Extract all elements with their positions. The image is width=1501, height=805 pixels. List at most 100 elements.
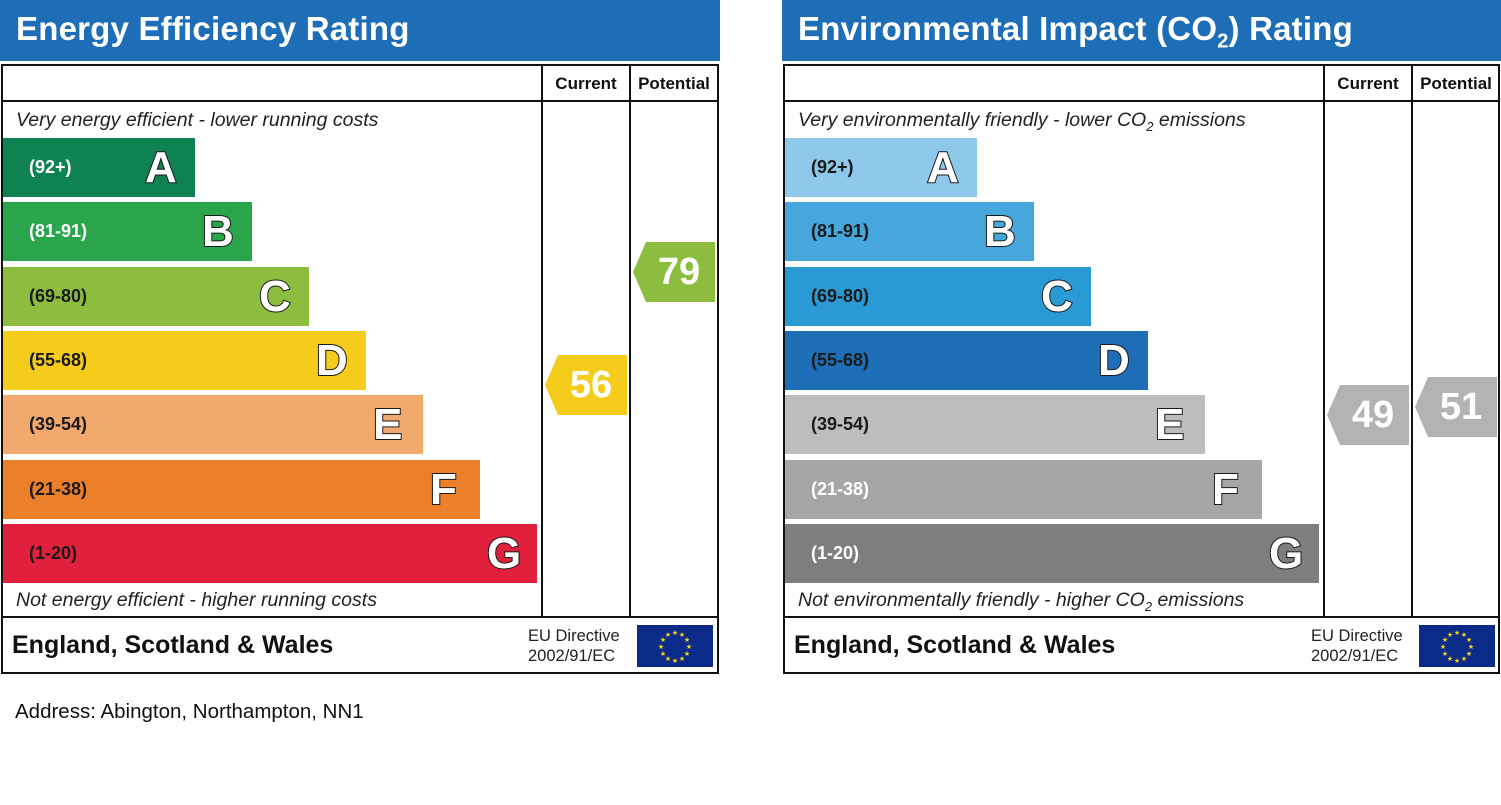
current-column-divider xyxy=(1323,66,1325,616)
band-letter: D xyxy=(315,335,349,386)
band-range-label: (69-80) xyxy=(811,285,870,306)
band-e: (39-54) E xyxy=(3,395,423,455)
band-f: (21-38) F xyxy=(3,459,480,519)
band-letter: E xyxy=(372,399,403,450)
potential-column-header: Potential xyxy=(1420,74,1492,93)
band-d: (55-68) D xyxy=(3,330,366,390)
eu-directive-text: EU Directive 2002/91/EC xyxy=(528,626,620,666)
band-letter: F xyxy=(1211,464,1240,515)
band-range-label: (1-20) xyxy=(29,542,78,563)
svg-text:★: ★ xyxy=(665,631,671,639)
band-g: (1-20) G xyxy=(785,523,1319,583)
svg-text:★: ★ xyxy=(1447,655,1453,663)
rating-bands: (92+) A (81-91) B (69-80) C (55-68) D (39-54) E (2… xyxy=(3,66,543,586)
band-letter: A xyxy=(144,142,178,193)
band-range-label: (55-68) xyxy=(29,349,88,370)
energy-chart-frame: Current Potential Very energy efficient … xyxy=(1,64,719,674)
band-letter: C xyxy=(1040,271,1074,322)
potential-rating-value: 51 xyxy=(1439,386,1483,428)
svg-text:★: ★ xyxy=(686,643,692,651)
svg-text:★: ★ xyxy=(1468,643,1474,651)
svg-text:★: ★ xyxy=(672,629,678,637)
svg-text:★: ★ xyxy=(1466,636,1472,644)
svg-text:★: ★ xyxy=(684,636,690,644)
svg-text:★: ★ xyxy=(1442,650,1448,658)
svg-text:★: ★ xyxy=(1466,650,1472,658)
property-address: Address: Abington, Northampton, NN1 xyxy=(15,700,364,723)
band-range-label: (69-80) xyxy=(29,285,88,306)
current-rating-arrow: 56 xyxy=(545,355,627,416)
svg-text:★: ★ xyxy=(660,636,666,644)
band-letter: B xyxy=(983,206,1017,257)
potential-rating-value: 79 xyxy=(657,250,701,293)
header-divider xyxy=(3,100,717,102)
svg-text:★: ★ xyxy=(1454,629,1460,637)
eu-stars-icon: ★ ★★ ★★★ ★★★ ★★★ xyxy=(1440,629,1474,665)
potential-rating-arrow: 79 xyxy=(633,241,715,302)
top-caption: Very environmentally friendly - lower CO… xyxy=(798,109,1246,134)
environment-chart-frame: Current Potential Very environmentally f… xyxy=(783,64,1500,674)
svg-text:★: ★ xyxy=(1461,631,1467,639)
region-label: England, Scotland & Wales xyxy=(794,631,1116,659)
current-column-header: Current xyxy=(1337,74,1399,93)
environment-chart-title: Environmental Impact (CO2) Rating xyxy=(798,10,1353,53)
band-b: (81-91) B xyxy=(3,202,252,262)
environmental-impact-panel: Environmental Impact (CO2) Rating Curren… xyxy=(782,0,1501,676)
energy-efficiency-panel: Energy Efficiency Rating Current Potenti… xyxy=(0,0,720,676)
band-letter: G xyxy=(1268,528,1304,579)
current-column-divider xyxy=(541,66,543,616)
current-rating-value: 56 xyxy=(569,364,613,407)
band-c: (69-80) C xyxy=(3,266,309,326)
band-range-label: (92+) xyxy=(29,157,72,177)
footer-divider xyxy=(785,616,1498,618)
band-g: (1-20) G xyxy=(3,523,537,583)
svg-text:★: ★ xyxy=(1442,636,1448,644)
bottom-caption: Not energy efficient - higher running co… xyxy=(16,589,377,611)
band-a: (92+) A xyxy=(3,138,195,197)
potential-column-header: Potential xyxy=(638,74,710,93)
potential-column-divider xyxy=(629,66,631,616)
svg-text:★: ★ xyxy=(1440,643,1446,651)
band-letter: F xyxy=(429,464,458,515)
band-range-label: (92+) xyxy=(811,157,854,177)
band-b: (81-91) B xyxy=(785,202,1034,262)
top-caption: Very energy efficient - lower running co… xyxy=(16,109,379,131)
band-range-label: (81-91) xyxy=(29,221,88,242)
band-range-label: (21-38) xyxy=(29,478,88,499)
bottom-caption: Not environmentally friendly - higher CO… xyxy=(798,589,1245,614)
eu-flag-icon: ★ ★ ★ ★ ★ ★ ★ ★ ★ ★ ★ ★ xyxy=(1419,625,1495,667)
band-letter: B xyxy=(201,206,235,257)
band-range-label: (55-68) xyxy=(811,349,870,370)
svg-text:★: ★ xyxy=(660,650,666,658)
arrow-shape xyxy=(1327,384,1409,445)
eu-directive-line-1: EU Directive xyxy=(1311,627,1403,645)
svg-text:★: ★ xyxy=(1461,655,1467,663)
svg-text:★: ★ xyxy=(1454,657,1460,665)
eu-directive-line-2: 2002/91/EC xyxy=(1311,647,1399,665)
eu-directive-line-1: EU Directive xyxy=(528,627,620,645)
band-letter: C xyxy=(258,271,292,322)
eu-directive-line-2: 2002/91/EC xyxy=(528,647,616,665)
band-letter: A xyxy=(926,142,960,193)
band-range-label: (39-54) xyxy=(29,414,88,435)
current-rating-arrow: 49 xyxy=(1327,384,1409,445)
header-divider xyxy=(785,100,1498,102)
band-letter: E xyxy=(1154,399,1185,450)
band-letter: D xyxy=(1097,335,1131,386)
potential-column-divider xyxy=(1411,66,1413,616)
rating-bands: (92+) A (81-91) B (69-80) C (55-68) D (39-54) E (2… xyxy=(785,66,1325,586)
band-d: (55-68) D xyxy=(785,330,1148,390)
energy-chart-title: Energy Efficiency Rating xyxy=(16,10,410,47)
band-range-label: (81-91) xyxy=(811,221,870,242)
eu-flag-icon: ★ ★ ★ ★ ★ ★ ★ ★ ★ ★ ★ ★ xyxy=(637,625,713,667)
band-range-label: (39-54) xyxy=(811,414,870,435)
svg-text:★: ★ xyxy=(679,631,685,639)
eu-stars-icon: ★ ★★ ★★★ ★★★ ★★★ xyxy=(658,629,692,665)
svg-text:★: ★ xyxy=(1447,631,1453,639)
potential-rating-arrow: 51 xyxy=(1415,377,1497,437)
band-range-label: (21-38) xyxy=(811,478,870,499)
arrow-shape xyxy=(1415,377,1497,437)
environment-title-bar: Environmental Impact (CO2) Rating xyxy=(782,0,1501,61)
svg-text:★: ★ xyxy=(665,655,671,663)
band-range-label: (1-20) xyxy=(811,542,860,563)
